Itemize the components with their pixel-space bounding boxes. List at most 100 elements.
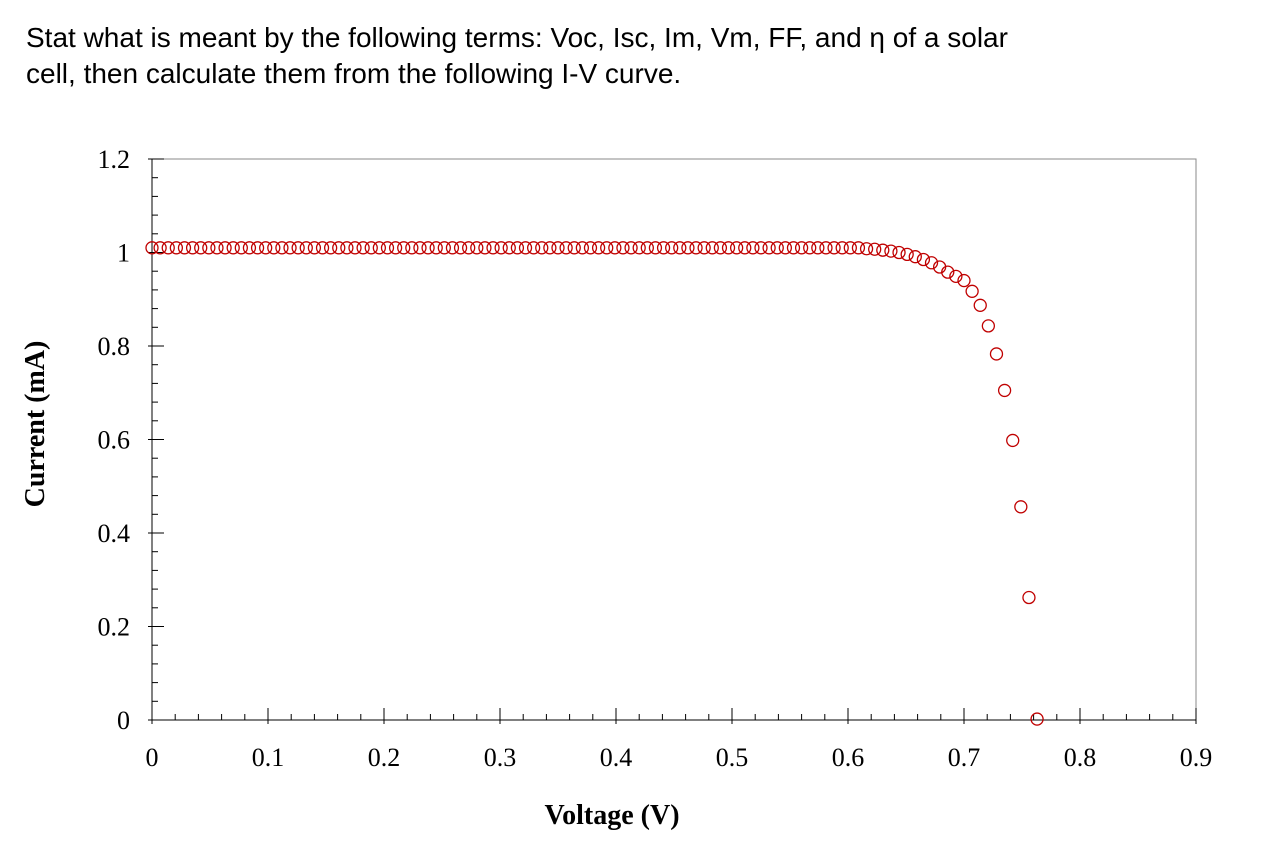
data-point bbox=[470, 241, 484, 255]
data-point bbox=[210, 241, 224, 255]
data-point bbox=[665, 241, 679, 255]
y-tick-label: 1 bbox=[117, 239, 130, 268]
data-point bbox=[161, 241, 175, 255]
data-point bbox=[949, 269, 963, 283]
data-point bbox=[583, 241, 598, 255]
data-point bbox=[259, 241, 273, 255]
data-point bbox=[648, 241, 663, 255]
data-point bbox=[153, 241, 167, 255]
data-point bbox=[299, 241, 313, 255]
data-point bbox=[876, 243, 890, 257]
data-point bbox=[429, 241, 443, 255]
data-point bbox=[567, 241, 581, 255]
data-point bbox=[656, 241, 671, 255]
data-point bbox=[591, 241, 606, 255]
data-point bbox=[616, 241, 630, 255]
data-point bbox=[575, 241, 590, 255]
data-point bbox=[226, 241, 240, 255]
data-point bbox=[348, 241, 362, 255]
data-point bbox=[559, 241, 573, 255]
data-point bbox=[973, 298, 987, 312]
data-point bbox=[819, 241, 833, 255]
data-point bbox=[315, 241, 330, 255]
data-point bbox=[908, 250, 922, 264]
data-point bbox=[786, 241, 801, 255]
data-point bbox=[916, 252, 931, 267]
question-line-1: Stat what is meant by the following term… bbox=[26, 22, 1008, 53]
data-point bbox=[267, 241, 281, 255]
x-tick-label: 0.3 bbox=[484, 743, 517, 772]
data-point bbox=[453, 241, 468, 255]
y-tick-label: 0.8 bbox=[98, 332, 131, 361]
y-tick-label: 0.4 bbox=[98, 519, 131, 548]
data-point bbox=[478, 241, 492, 255]
x-tick-label: 0.2 bbox=[368, 743, 401, 772]
x-tick-label: 0.1 bbox=[252, 743, 285, 772]
plot-area bbox=[151, 158, 1197, 721]
data-point bbox=[989, 347, 1004, 361]
data-points bbox=[145, 241, 1044, 726]
data-point bbox=[673, 241, 687, 255]
minor-ticks bbox=[151, 158, 1197, 721]
x-tick-label: 0.6 bbox=[832, 743, 865, 772]
data-point bbox=[600, 241, 614, 255]
x-tick-label: 0.7 bbox=[948, 743, 981, 772]
data-point bbox=[924, 256, 939, 270]
data-point bbox=[1014, 500, 1028, 514]
data-point bbox=[697, 241, 711, 255]
data-point bbox=[332, 241, 346, 255]
data-point bbox=[486, 241, 500, 255]
data-point bbox=[405, 241, 419, 255]
y-axis-title: Current (mA) bbox=[20, 341, 51, 508]
data-point bbox=[754, 241, 768, 255]
data-point bbox=[518, 241, 533, 255]
data-point bbox=[551, 241, 565, 255]
data-point bbox=[851, 241, 866, 255]
data-point bbox=[843, 241, 857, 255]
x-tick-label: 0.5 bbox=[716, 743, 749, 772]
data-point bbox=[997, 383, 1012, 398]
data-point bbox=[762, 241, 776, 255]
data-point bbox=[965, 284, 979, 298]
data-point bbox=[234, 241, 248, 255]
data-point bbox=[202, 241, 216, 255]
x-tick-labels: 0 0.1 0.2 0.3 0.4 0.5 0.6 0.7 0.8 0.9 bbox=[146, 743, 1213, 772]
data-point bbox=[543, 241, 557, 255]
data-point bbox=[1006, 433, 1020, 448]
y-tick-labels: 0 0.2 0.4 0.6 0.8 1 1.2 bbox=[98, 145, 131, 735]
data-point bbox=[462, 241, 476, 255]
y-tick-label: 0 bbox=[117, 706, 130, 735]
data-point bbox=[380, 241, 395, 255]
data-point bbox=[803, 241, 817, 255]
data-point bbox=[185, 241, 200, 255]
data-point bbox=[283, 241, 297, 255]
data-point bbox=[250, 241, 265, 255]
data-point bbox=[437, 241, 451, 255]
data-point bbox=[526, 241, 541, 255]
data-point bbox=[291, 241, 305, 255]
data-point bbox=[445, 241, 460, 255]
data-point bbox=[884, 244, 898, 258]
data-point bbox=[608, 241, 622, 255]
data-point bbox=[981, 319, 996, 333]
data-point bbox=[177, 241, 192, 255]
data-point bbox=[397, 241, 411, 255]
x-tick-label: 0.4 bbox=[600, 743, 633, 772]
data-point bbox=[535, 241, 549, 255]
x-tick-label: 0.9 bbox=[1180, 743, 1213, 772]
data-point bbox=[794, 241, 809, 255]
data-point bbox=[323, 241, 338, 255]
data-point bbox=[169, 241, 184, 255]
data-point bbox=[738, 241, 752, 255]
data-point bbox=[1022, 590, 1036, 605]
data-point bbox=[510, 241, 525, 255]
data-point bbox=[421, 241, 435, 255]
data-point bbox=[1030, 712, 1044, 726]
x-axis-title: Voltage (V) bbox=[544, 800, 679, 831]
data-point bbox=[721, 241, 736, 255]
data-point bbox=[892, 245, 906, 260]
x-tick-label: 0 bbox=[146, 743, 159, 772]
y-tick-label: 1.2 bbox=[98, 145, 131, 174]
question-line-2: cell, then calculate them from the follo… bbox=[26, 58, 682, 89]
data-point bbox=[275, 241, 289, 255]
